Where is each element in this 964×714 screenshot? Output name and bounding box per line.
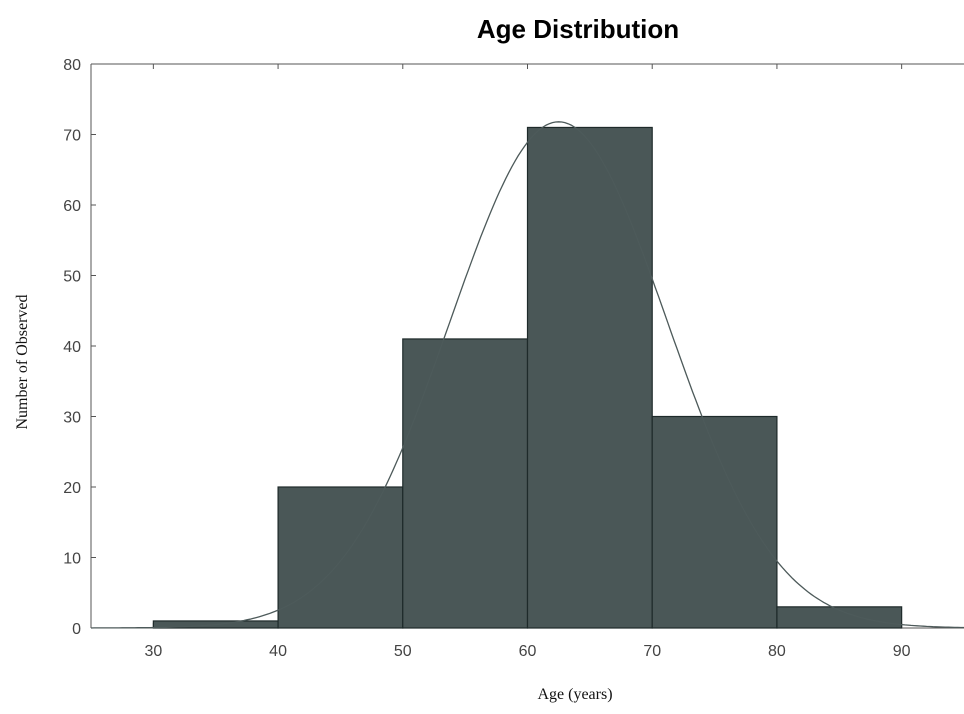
x-tick-label: 90: [893, 643, 911, 660]
y-tick-label: 70: [63, 128, 81, 145]
y-tick-label: 0: [72, 621, 81, 638]
chart-title: Age Distribution: [477, 14, 679, 44]
histogram-bar: [651, 415, 778, 629]
y-tick-label: 60: [63, 198, 81, 215]
y-axis-label: Number of Observed: [14, 294, 31, 429]
fitted-normal-curve: [90, 121, 964, 629]
y-tick-label: 80: [63, 57, 81, 74]
x-tick-label: 30: [144, 643, 162, 660]
y-tick-label: 10: [63, 551, 81, 568]
y-tick-label: 50: [63, 269, 81, 286]
y-tick-label: 20: [63, 480, 81, 497]
plot-area: 0 10 20 30 40 50 60 70 80 30 40 50 60 70 80 90: [63, 57, 964, 660]
histogram-bar: [277, 486, 404, 629]
x-axis-label: Age (years): [537, 686, 612, 703]
x-tick-label: 60: [519, 643, 537, 660]
x-tick-label: 70: [643, 643, 661, 660]
y-tick-label: 30: [63, 410, 81, 427]
y-tick-label: 40: [63, 339, 81, 356]
histogram-bar: [402, 338, 529, 629]
x-tick-label: 50: [394, 643, 412, 660]
histogram-bar: [526, 126, 653, 629]
histogram-bar: [776, 606, 903, 629]
x-tick-label: 40: [269, 643, 287, 660]
x-tick-label: 80: [768, 643, 786, 660]
